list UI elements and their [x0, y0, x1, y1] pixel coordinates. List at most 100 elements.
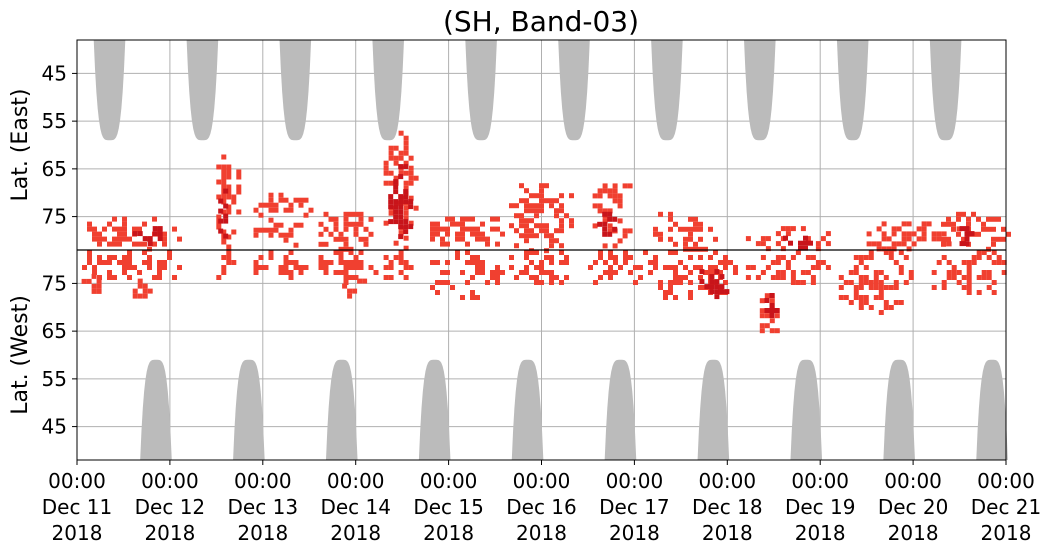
echo-cell [514, 203, 519, 209]
echo-cell [226, 194, 232, 200]
x-tick-label-6-time: 00:00 [606, 469, 664, 493]
echo-cell [218, 218, 224, 224]
echo-cell [602, 188, 608, 194]
echo-cell [388, 199, 394, 205]
echo-cell [348, 265, 354, 270]
echo-cell [348, 246, 354, 252]
echo-cell [607, 193, 613, 199]
echo-cell [137, 293, 143, 299]
echo-cell [755, 275, 761, 280]
echo-cell [258, 227, 264, 233]
echo-cell [564, 260, 569, 265]
echo-cell [388, 275, 394, 280]
echo-cell [82, 265, 87, 270]
echo-cell [137, 231, 143, 237]
echo-cell [323, 265, 329, 270]
echo-cell [318, 265, 324, 270]
echo-cell [893, 260, 899, 265]
echo-cell [981, 275, 987, 280]
no-coverage-west-5 [604, 359, 637, 460]
echo-cell [524, 188, 529, 194]
echo-cell [223, 213, 229, 219]
echo-cell [881, 236, 887, 242]
echo-cell [976, 290, 982, 295]
echo-cell [152, 275, 157, 280]
echo-cell [408, 195, 414, 201]
echo-cell [713, 265, 718, 270]
echo-cell [901, 231, 907, 237]
echo-cell [127, 275, 132, 280]
echo-cell [343, 211, 349, 217]
echo-cell [430, 236, 435, 242]
echo-cell [623, 255, 628, 260]
echo-cell [221, 194, 227, 200]
echo-cell [688, 255, 693, 260]
echo-region-10 [318, 211, 374, 252]
echo-cell [951, 265, 957, 270]
echo-cell [544, 255, 549, 260]
echo-cell [658, 285, 663, 290]
echo-cell [539, 265, 544, 270]
echo-cell [223, 218, 229, 224]
echo-cell [668, 216, 673, 222]
echo-cell [398, 214, 404, 220]
echo-cell [490, 216, 495, 222]
echo-cell [688, 231, 693, 237]
echo-cell [343, 216, 349, 222]
x-tick-label-2-date: Dec 13 [228, 495, 299, 519]
echo-cell [901, 221, 907, 227]
echo-cell [878, 270, 884, 275]
echo-cell [883, 275, 889, 280]
echo-cell [81, 278, 87, 284]
echo-cell [524, 270, 529, 275]
echo-cell [798, 240, 803, 246]
echo-cell [393, 214, 399, 220]
echo-cell [475, 231, 480, 237]
x-tick-label-9-year: 2018 [888, 521, 939, 545]
echo-cell [921, 236, 927, 242]
echo-cell [991, 236, 996, 242]
echo-cell [911, 241, 917, 247]
echo-cell [221, 265, 227, 270]
echo-cell [177, 236, 182, 242]
echo-cell [597, 193, 603, 199]
echo-cell [157, 226, 163, 232]
echo-cell [888, 305, 894, 310]
echo-cell [268, 207, 274, 213]
echo-cell [221, 154, 227, 160]
echo-cell [961, 285, 967, 290]
echo-cell [549, 270, 554, 275]
echo-cell [358, 260, 364, 265]
echo-cell [348, 250, 354, 255]
echo-cell [534, 203, 539, 209]
echo-cell [593, 280, 598, 285]
echo-cell [956, 270, 962, 275]
echo-cell [941, 255, 947, 260]
echo-cell [866, 241, 872, 247]
echo-cell [435, 280, 440, 285]
echo-cell [142, 236, 148, 242]
echo-cell [780, 270, 786, 275]
echo-cell [1001, 260, 1007, 265]
echo-cell [633, 280, 638, 285]
echo-cell [951, 226, 956, 232]
echo-cell [440, 226, 445, 232]
echo-cell [936, 260, 942, 265]
echo-cell [951, 221, 956, 227]
echo-cell [216, 275, 222, 280]
echo-cell [783, 235, 788, 241]
echo-cell [549, 255, 554, 260]
echo-cell [858, 300, 864, 305]
echo-cell [673, 295, 678, 300]
echo-cell [388, 194, 394, 200]
y-tick-west-65-label: 65 [42, 319, 67, 343]
echo-cell [908, 270, 914, 275]
echo-cell [529, 275, 534, 280]
echo-cell [157, 236, 163, 242]
echo-cell [408, 199, 414, 205]
echo-cell [112, 226, 117, 232]
echo-cell [268, 227, 274, 233]
echo-cell [216, 179, 222, 185]
echo-cell [941, 236, 946, 242]
